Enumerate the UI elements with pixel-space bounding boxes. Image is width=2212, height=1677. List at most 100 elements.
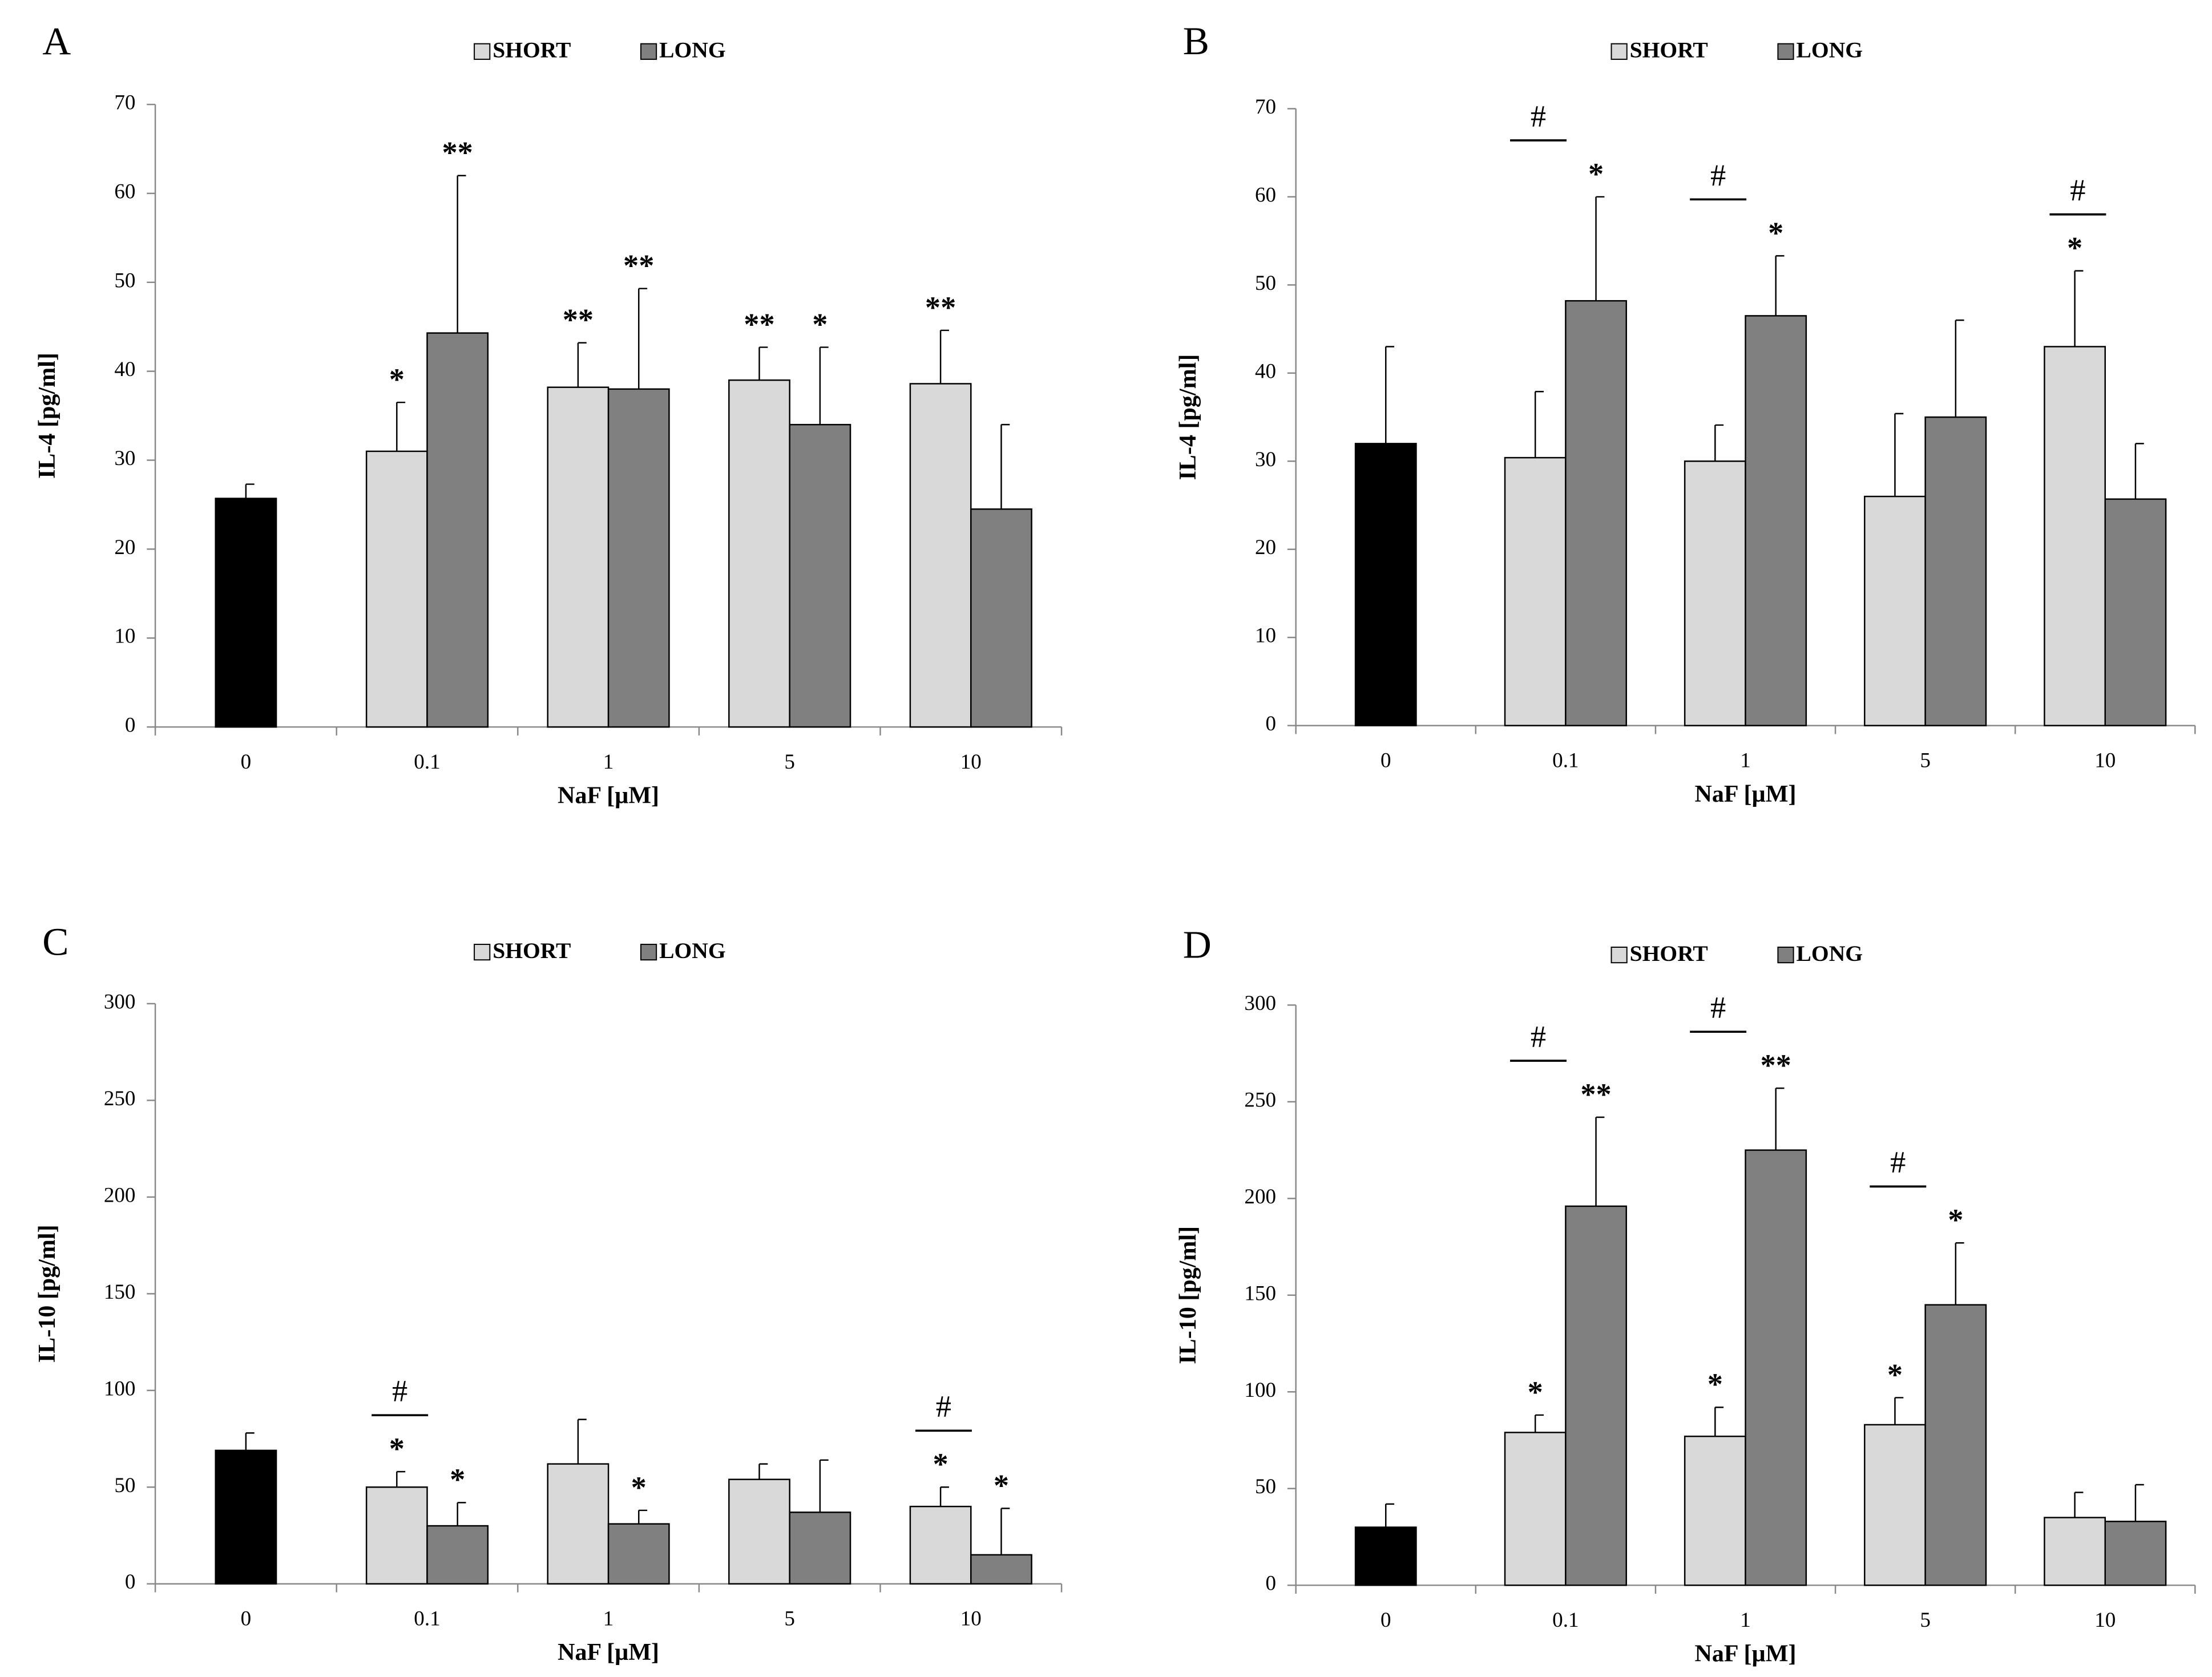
bar [365,1486,428,1585]
bar [1745,315,1807,726]
y-tick-label: 250 [104,1087,136,1110]
bar [1354,443,1417,726]
bar [607,388,670,728]
significance-label: * [631,1470,647,1505]
significance-label: * [450,1462,465,1497]
x-tick-label: 1 [1740,749,1751,772]
x-tick-label: 1 [603,750,614,774]
x-tick-label: 10 [960,1607,982,1631]
bracket-label: # [1710,991,1726,1025]
error-bar [1775,1087,1785,1150]
bar [215,1449,277,1585]
significance-label: ** [1580,1077,1611,1112]
y-tick-label: 50 [1255,272,1276,295]
bar [789,1512,851,1585]
error-bar [939,1486,949,1507]
bar [2044,346,2106,726]
bar [909,1505,972,1585]
x-tick-label: 0.1 [414,750,440,774]
error-bar [396,401,406,451]
y-axis-label: IL-10 [pg/ml] [1175,1226,1201,1364]
bar [1354,1526,1417,1586]
legend-label: LONG [1797,38,1863,63]
bracket-label: # [2070,173,2085,207]
x-tick-label: 10 [2094,749,2116,772]
y-tick-label: 50 [114,269,135,292]
y-tick-label: 300 [104,990,136,1013]
error-bar [1894,1397,1904,1425]
bar [1565,1205,1627,1586]
x-tick-label: 5 [1920,749,1931,772]
legend-swatch [1777,43,1794,60]
legend-swatch [474,43,491,60]
error-bar [1714,424,1724,462]
x-tick-label: 10 [960,750,982,774]
legend-swatch [640,43,657,60]
legend-label: SHORT [1630,38,1708,63]
bracket-label: # [1710,158,1726,192]
bracket-label: # [1890,1145,1906,1179]
bar [426,1525,489,1585]
y-tick-label: 40 [1255,359,1276,383]
panel-label: D [1183,922,1212,966]
y-axis-label: IL-10 [pg/ml] [34,1225,60,1363]
x-axis-label: NaF [µM] [1695,781,1797,807]
error-bar [2134,443,2144,499]
bar [789,423,851,728]
error-bar [1775,255,1785,316]
error-bar [245,483,255,499]
error-bar [638,1509,648,1524]
significance-label: ** [563,303,594,337]
significance-label: * [1528,1375,1543,1409]
x-tick-label: 0 [241,1607,252,1631]
y-tick-label: 150 [104,1280,136,1304]
panel-label: C [42,919,68,963]
bar [970,508,1032,728]
bar [2104,1521,2167,1586]
y-tick-label: 20 [1255,536,1276,559]
error-bar [1385,1503,1395,1528]
error-bar [396,1470,406,1488]
significance-label: * [994,1468,1009,1502]
x-axis-label: NaF [µM] [558,782,659,809]
significance-label: * [389,362,405,397]
bar [607,1523,670,1585]
y-tick-label: 200 [1244,1185,1276,1209]
error-bar [457,175,466,333]
panel-label: A [42,19,71,63]
y-tick-label: 0 [1266,712,1277,736]
x-tick-label: 0.1 [1552,1609,1579,1632]
error-bar [577,1419,587,1464]
y-tick-label: 30 [114,447,135,470]
bar [1565,300,1627,726]
y-tick-label: 0 [125,714,136,737]
y-tick-label: 70 [114,91,135,115]
bar [1864,1424,1926,1586]
significance-label: * [1768,216,1783,250]
panel-label: B [1183,19,1209,63]
significance-label: * [1948,1203,1963,1237]
significance-label: * [1887,1357,1903,1392]
error-bar [1714,1407,1724,1437]
bar [1504,1432,1567,1586]
x-axis-label: NaF [µM] [1695,1641,1797,1667]
significance-label: * [812,307,828,341]
y-axis-label: IL-4 [pg/ml] [34,353,60,479]
bar [1684,1435,1746,1586]
y-axis-label: IL-4 [pg/ml] [1175,354,1201,480]
error-bar [457,1502,466,1526]
y-tick-label: 250 [1244,1088,1276,1112]
legend-swatch [474,944,491,961]
legend-label: LONG [659,938,726,963]
error-bar [939,329,949,384]
y-tick-label: 0 [1266,1572,1277,1595]
legend-label: SHORT [493,938,571,963]
x-tick-label: 0 [241,750,252,774]
y-tick-label: 70 [1255,95,1276,119]
significance-label: ** [744,307,774,341]
y-tick-label: 0 [125,1570,136,1594]
legend-swatch [1777,947,1794,964]
x-tick-label: 5 [784,750,795,774]
legend-label: SHORT [493,38,571,63]
